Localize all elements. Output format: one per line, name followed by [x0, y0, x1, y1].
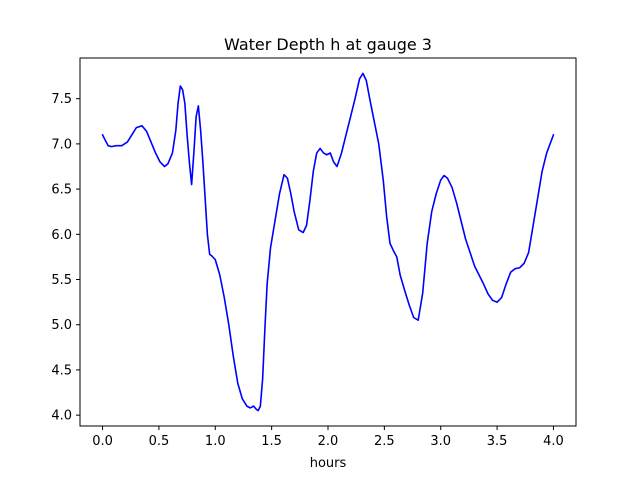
y-tick-label: 7.0 [51, 137, 72, 152]
x-tick-label: 1.0 [205, 434, 226, 449]
plot-background [80, 58, 576, 426]
y-tick-label: 6.5 [51, 183, 72, 198]
y-tick-label: 7.5 [51, 92, 72, 107]
x-tick-label: 2.0 [318, 434, 339, 449]
series-layer [101, 72, 555, 412]
y-tick-label: 4.0 [51, 409, 72, 424]
y-tick-label: 5.5 [51, 273, 72, 288]
y-tick-label: 4.5 [51, 363, 72, 378]
chart-title: Water Depth h at gauge 3 [224, 35, 432, 54]
x-tick-label: 4.0 [543, 434, 564, 449]
x-tick-label: 0.5 [149, 434, 170, 449]
x-axis: 0.0 0.5 1.0 1.5 2.0 2.5 3.0 3.5 4.0 [92, 426, 564, 449]
x-tick-label: 3.5 [487, 434, 508, 449]
x-tick-label: 2.5 [374, 434, 395, 449]
y-tick-label: 6.0 [51, 228, 72, 243]
x-axis-label: hours [310, 456, 347, 471]
x-tick-label: 0.0 [92, 434, 113, 449]
series-line [101, 72, 555, 412]
x-tick-label: 3.0 [430, 434, 451, 449]
x-tick-label: 1.5 [261, 434, 282, 449]
axes-frame [79, 57, 577, 427]
y-tick-label: 5.0 [51, 318, 72, 333]
y-axis: 4.0 4.5 5.0 5.5 6.0 6.5 7.0 7.5 [51, 92, 80, 424]
plot-area [80, 58, 576, 426]
